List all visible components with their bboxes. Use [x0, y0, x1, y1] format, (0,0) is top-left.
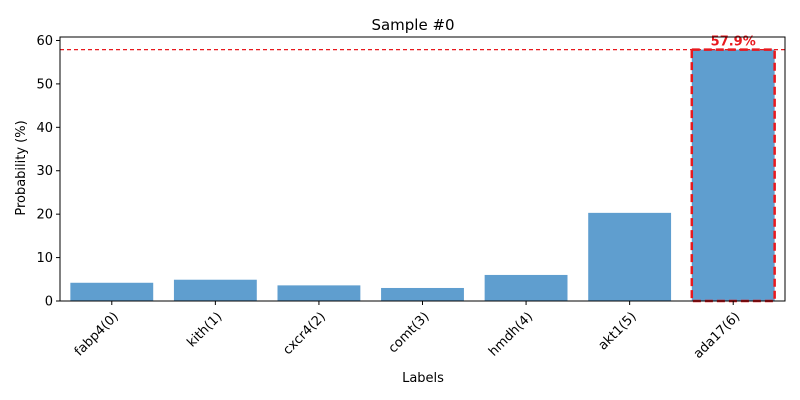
bar-5: [588, 212, 672, 301]
y-tick-label: 30: [36, 164, 53, 179]
axes-frame: [59, 36, 786, 302]
y-tick-label: 50: [36, 77, 53, 92]
bar-3: [381, 287, 464, 301]
chart-title: Sample #0: [371, 16, 454, 34]
bar-1: [173, 279, 257, 301]
x-tick-label: kith(1): [184, 309, 225, 350]
y-tick-label: 20: [36, 208, 53, 223]
x-tick-label: ada17(6): [691, 309, 743, 361]
y-axis-label: Probability (%): [14, 120, 29, 215]
x-tick-label: fabp4(0): [72, 309, 122, 359]
highlight-label: 57.9%: [711, 35, 756, 50]
x-tick-label: comt(3): [386, 309, 433, 356]
bar-0: [70, 282, 154, 301]
plot-area: 57.9% 0 10 20 30 40 50 60 fabp4(0) kith(1) cxcr4(2…: [36, 34, 786, 362]
y-tick-label: 40: [36, 121, 53, 136]
bar-6: [691, 49, 775, 302]
x-tick-label: cxcr4(2): [280, 309, 329, 358]
bar-2: [277, 285, 361, 301]
x-tick-label: hmdh(4): [486, 309, 536, 359]
y-tick-label: 60: [36, 34, 53, 49]
x-axis-label: Labels: [402, 371, 444, 386]
y-tick-label: 0: [45, 295, 53, 310]
y-tick-label: 10: [36, 251, 53, 266]
bar-4: [484, 274, 568, 301]
x-tick-label: akt1(5): [596, 309, 640, 353]
